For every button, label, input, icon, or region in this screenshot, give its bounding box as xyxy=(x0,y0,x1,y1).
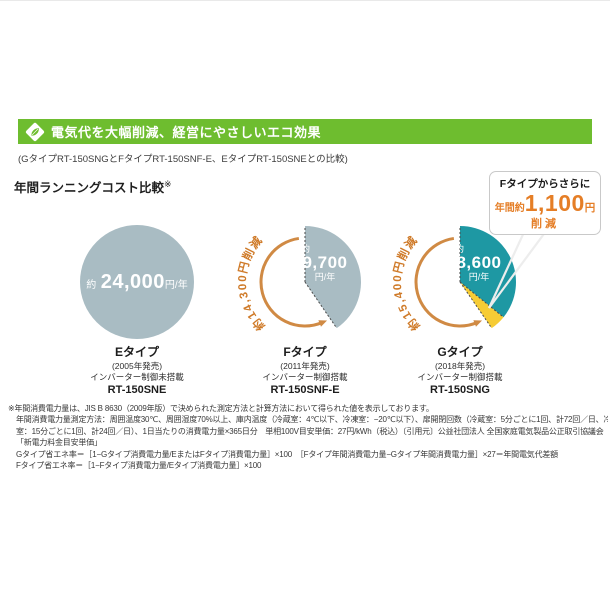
comparison-note: (GタイプRT-150SNGとFタイプRT-150SNF-E、EタイプRT-15… xyxy=(18,154,348,165)
model-number: RT-150SNE xyxy=(107,383,167,396)
release-year: (2011年発売) xyxy=(280,360,330,371)
savings-arc-annotation: 約14,300円削減 xyxy=(236,233,266,334)
leaf-icon xyxy=(25,121,45,142)
callout-amount: 年間約 1,100 円 xyxy=(492,190,598,217)
section-title-text: 年間ランニングコスト比較 xyxy=(14,181,165,195)
release-year: (2018年発売) xyxy=(434,360,486,371)
approx-prefix: 約 xyxy=(86,280,97,291)
annual-cost-value: 8,600 xyxy=(456,253,502,273)
footnote-line: Gタイプ省エネ率＝［1−Gタイプ消費電力量/EまたはFタイプ消費電力量］×100… xyxy=(16,449,558,459)
footnotes-block: ※年間消費電力量は、JIS B 8630（2009年版）で決められた測定方法と計… xyxy=(8,403,608,471)
type-name: Gタイプ xyxy=(437,345,483,359)
footnote-line: ※年間消費電力量は、JIS B 8630（2009年版）で決められた測定方法と計… xyxy=(8,404,434,413)
release-year: (2005年発売) xyxy=(111,360,163,371)
savings-arc-annotation: 約15,400円削減 xyxy=(391,233,421,334)
pie-chart-e-type xyxy=(80,225,194,339)
product-label-f-type: Fタイプ (2011年発売) インバーター制御搭載 RT-150SNF-E xyxy=(225,345,385,397)
footnote-mark: ※ xyxy=(164,178,172,189)
product-label-e-type: Eタイプ (2005年発売) インバーター制御未搭載 RT-150SNE xyxy=(57,345,217,397)
callout-line3: 削減 xyxy=(531,218,559,230)
type-name: Eタイプ xyxy=(114,345,159,359)
annual-cost-value: 9,700 xyxy=(302,253,348,273)
approx-prefix: 約 xyxy=(455,244,465,254)
footnote-line: 年間消費電力量測定方法：周囲温度30℃、周囲湿度70%以上、庫内温度（冷蔵室：4… xyxy=(16,415,608,425)
cost-unit: 円/年 xyxy=(164,280,188,291)
pie-chart-g-type: 約15,400円削減 xyxy=(391,226,516,334)
type-name: Fタイプ xyxy=(283,345,327,359)
callout-line1: Fタイプからさらに xyxy=(499,178,591,190)
e-type-cost-label: 約 24,000円/年 xyxy=(52,272,222,293)
section-title: 年間ランニングコスト比較※ xyxy=(14,177,172,196)
g-type-cost-label: 約 8,600 円/年 xyxy=(448,244,510,283)
callout-unit: 円 xyxy=(584,202,596,214)
f-type-cost-label: 約 9,700 円/年 xyxy=(294,244,356,283)
inverter-spec: インバーター制御未搭載 xyxy=(90,371,184,382)
savings-callout-bubble: Fタイプからさらに 年間約 1,100 円 削減 xyxy=(489,171,601,235)
eco-header-bar: 電気代を大幅削減、経営にやさしいエコ効果 xyxy=(18,119,592,144)
model-number: RT-150SNG xyxy=(430,383,490,396)
approx-prefix: 約 xyxy=(301,244,311,254)
model-number: RT-150SNF-E xyxy=(270,383,340,396)
footnote-line: 「新電力料金目安単価」 xyxy=(16,438,102,448)
footnote-line: 室：15分ごとに1回、計24回／日）、1日当たりの消費電力量×365日分 単相1… xyxy=(16,426,604,436)
cost-unit: 円/年 xyxy=(468,272,490,283)
inverter-spec: インバーター制御搭載 xyxy=(262,371,348,382)
annual-cost-value: 24,000 xyxy=(100,271,165,293)
svg-text:約15,400円削減: 約15,400円削減 xyxy=(391,233,422,334)
callout-prefix: 年間約 xyxy=(494,203,525,214)
inverter-spec: インバーター制御搭載 xyxy=(417,371,503,382)
header-title: 電気代を大幅削減、経営にやさしいエコ効果 xyxy=(51,125,322,140)
callout-value: 1,100 xyxy=(524,190,585,216)
cost-unit: 円/年 xyxy=(314,272,336,283)
product-label-g-type: Gタイプ (2018年発売) インバーター制御搭載 RT-150SNG xyxy=(380,345,540,397)
svg-text:約14,300円削減: 約14,300円削減 xyxy=(236,233,267,334)
footnote-line: Fタイプ省エネ率＝［1−Fタイプ消費電力量/Eタイプ消費電力量］×100 xyxy=(16,461,262,471)
pie-chart-f-type: 約14,300円削減 xyxy=(236,226,361,334)
